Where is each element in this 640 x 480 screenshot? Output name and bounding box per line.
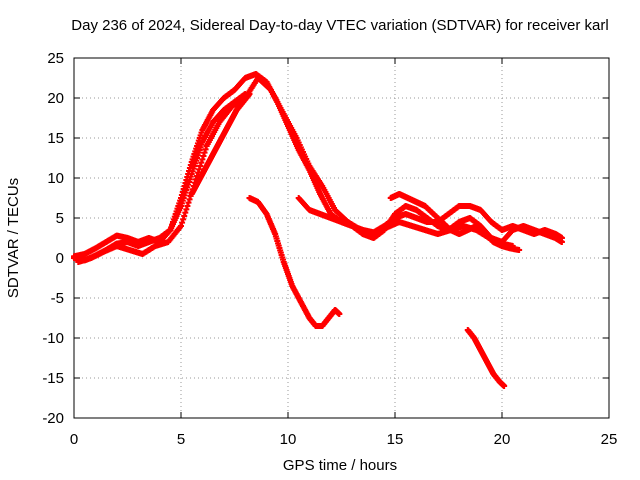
- series-track-5: [295, 195, 565, 245]
- x-axis: 0 5 10 15 20 25: [70, 58, 618, 448]
- data-points: [75, 75, 516, 265]
- y-tick-label: 5: [56, 210, 64, 227]
- x-tick-label: 10: [280, 431, 297, 448]
- y-tick-label: 10: [47, 170, 64, 187]
- x-axis-label: GPS time / hours: [283, 457, 397, 474]
- data-series: [71, 71, 565, 389]
- data-points: [387, 191, 523, 253]
- x-tick-label: 20: [494, 431, 511, 448]
- y-tick-label: -15: [42, 370, 64, 387]
- y-axis: -20 -15 -10 -5 0 5 10 15 20 25: [42, 50, 609, 427]
- y-tick-label: -20: [42, 410, 64, 427]
- y-tick-label: -10: [42, 330, 64, 347]
- y-tick-label: 15: [47, 130, 64, 147]
- data-points: [246, 195, 343, 329]
- y-tick-label: 0: [56, 250, 64, 267]
- x-tick-label: 15: [387, 431, 404, 448]
- data-points: [71, 71, 565, 260]
- series-track-6: [387, 191, 523, 253]
- data-points: [188, 91, 253, 197]
- x-tick-label: 25: [601, 431, 618, 448]
- chart-title: Day 236 of 2024, Sidereal Day-to-day VTE…: [71, 17, 608, 34]
- series-track-8: [464, 327, 508, 389]
- y-tick-label: 25: [47, 50, 64, 67]
- series-track-3: [75, 75, 516, 265]
- series-track-4: [188, 91, 253, 197]
- y-tick-label: -5: [51, 290, 64, 307]
- x-tick-label: 5: [177, 431, 185, 448]
- y-axis-label: SDTVAR / TECUs: [5, 178, 22, 298]
- data-points: [295, 195, 565, 245]
- series-track-7: [246, 195, 343, 329]
- x-tick-label: 0: [70, 431, 78, 448]
- series-track-2: [71, 71, 565, 260]
- plot-frame: [73, 57, 610, 419]
- y-tick-label: 20: [47, 90, 64, 107]
- data-points: [464, 327, 508, 389]
